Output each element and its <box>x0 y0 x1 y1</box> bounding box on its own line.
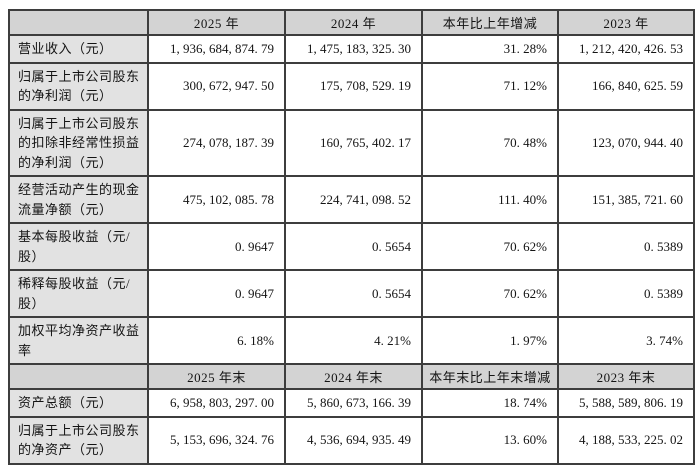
column-header-2023: 2023 年 <box>557 9 695 36</box>
cell-value: 5, 588, 589, 806. 19 <box>557 388 695 418</box>
table-row-operating-cash-flow: 经营活动产生的现金流量净额（元） 475, 102, 085. 78 224, … <box>8 175 695 224</box>
cell-value: 0. 5389 <box>557 269 695 318</box>
column-header-2023-end: 2023 年末 <box>557 363 695 390</box>
cell-value: 71. 12% <box>421 61 559 111</box>
table-row-net-profit-after-nonrecurring: 归属于上市公司股东的扣除非经常性损益的净利润（元） 274, 078, 187.… <box>8 108 695 177</box>
cell-value: 4, 188, 533, 225. 02 <box>557 415 695 465</box>
cell-value: 5, 860, 673, 166. 39 <box>284 388 423 418</box>
cell-value: 13. 60% <box>421 415 559 465</box>
column-header-yoy-end-change: 本年末比上年末增减 <box>421 363 559 390</box>
table-row-diluted-eps: 稀释每股收益（元/股） 0. 9647 0. 5654 70. 62% 0. 5… <box>8 269 695 318</box>
header-row-period-end: 2025 年末 2024 年末 本年末比上年末增减 2023 年末 <box>8 363 695 390</box>
row-label: 加权平均净资产收益率 <box>8 316 149 365</box>
cell-value: 224, 741, 098. 52 <box>284 175 423 224</box>
cell-value: 0. 9647 <box>147 269 286 318</box>
financial-summary-table: 2025 年 2024 年 本年比上年增减 2023 年 营业收入（元） 1, … <box>8 9 695 465</box>
cell-value: 274, 078, 187. 39 <box>147 108 286 177</box>
cell-value: 1. 97% <box>421 316 559 365</box>
cell-value: 4, 536, 694, 935. 49 <box>284 415 423 465</box>
cell-value: 0. 5654 <box>284 222 423 271</box>
column-header-2024-end: 2024 年末 <box>284 363 423 390</box>
table-row-basic-eps: 基本每股收益（元/股） 0. 9647 0. 5654 70. 62% 0. 5… <box>8 222 695 271</box>
cell-value: 70. 48% <box>421 108 559 177</box>
row-label: 营业收入（元） <box>8 34 149 64</box>
cell-value: 6, 958, 803, 297. 00 <box>147 388 286 418</box>
cell-value: 18. 74% <box>421 388 559 418</box>
table-row-weighted-avg-roe: 加权平均净资产收益率 6. 18% 4. 21% 1. 97% 3. 74% <box>8 316 695 365</box>
cell-value: 151, 385, 721. 60 <box>557 175 695 224</box>
column-header-2025-end: 2025 年末 <box>147 363 286 390</box>
cell-value: 31. 28% <box>421 34 559 64</box>
column-header-yoy-change: 本年比上年增减 <box>421 9 559 36</box>
cell-value: 475, 102, 085. 78 <box>147 175 286 224</box>
cell-value: 123, 070, 944. 40 <box>557 108 695 177</box>
cell-value: 0. 5654 <box>284 269 423 318</box>
cell-value: 4. 21% <box>284 316 423 365</box>
table-row-net-profit: 归属于上市公司股东的净利润（元） 300, 672, 947. 50 175, … <box>8 61 695 111</box>
row-label: 稀释每股收益（元/股） <box>8 269 149 318</box>
cell-value: 5, 153, 696, 324. 76 <box>147 415 286 465</box>
row-label: 归属于上市公司股东的净利润（元） <box>8 61 149 111</box>
table-row-total-assets: 资产总额（元） 6, 958, 803, 297. 00 5, 860, 673… <box>8 388 695 418</box>
cell-value: 1, 212, 420, 426. 53 <box>557 34 695 64</box>
column-header-2024: 2024 年 <box>284 9 423 36</box>
cell-value: 166, 840, 625. 59 <box>557 61 695 111</box>
cell-value: 160, 765, 402. 17 <box>284 108 423 177</box>
row-label: 基本每股收益（元/股） <box>8 222 149 271</box>
row-label: 归属于上市公司股东的净资产（元） <box>8 415 149 465</box>
cell-value: 0. 9647 <box>147 222 286 271</box>
corner-cell <box>8 9 149 36</box>
cell-value: 6. 18% <box>147 316 286 365</box>
cell-value: 0. 5389 <box>557 222 695 271</box>
header-row-annual: 2025 年 2024 年 本年比上年增减 2023 年 <box>8 9 695 36</box>
table-row-net-assets: 归属于上市公司股东的净资产（元） 5, 153, 696, 324. 76 4,… <box>8 415 695 465</box>
table-row-revenue: 营业收入（元） 1, 936, 684, 874. 79 1, 475, 183… <box>8 34 695 64</box>
row-label: 归属于上市公司股东的扣除非经常性损益的净利润（元） <box>8 108 149 177</box>
corner-cell <box>8 363 149 390</box>
page-canvas: 2025 年 2024 年 本年比上年增减 2023 年 营业收入（元） 1, … <box>8 9 695 465</box>
column-header-2025: 2025 年 <box>147 9 286 36</box>
cell-value: 111. 40% <box>421 175 559 224</box>
cell-value: 70. 62% <box>421 269 559 318</box>
cell-value: 3. 74% <box>557 316 695 365</box>
cell-value: 175, 708, 529. 19 <box>284 61 423 111</box>
cell-value: 1, 936, 684, 874. 79 <box>147 34 286 64</box>
cell-value: 70. 62% <box>421 222 559 271</box>
cell-value: 300, 672, 947. 50 <box>147 61 286 111</box>
cell-value: 1, 475, 183, 325. 30 <box>284 34 423 64</box>
row-label: 资产总额（元） <box>8 388 149 418</box>
row-label: 经营活动产生的现金流量净额（元） <box>8 175 149 224</box>
